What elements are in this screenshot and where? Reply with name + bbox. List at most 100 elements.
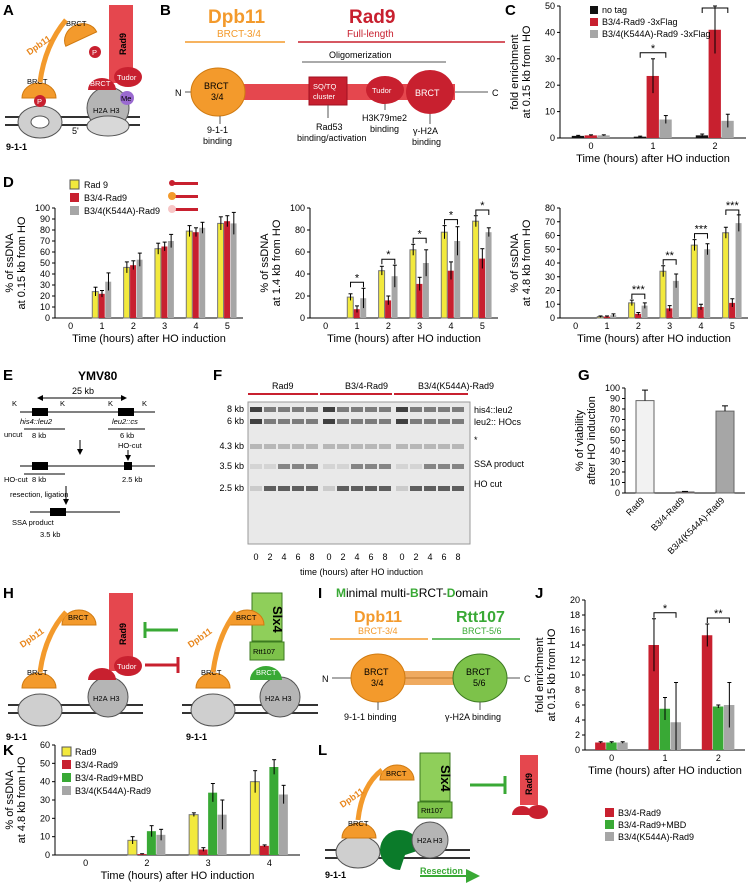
y-axis-label: at 0.15 kb from HO [546, 628, 558, 721]
y-tick-label: 40 [610, 446, 620, 456]
bar [715, 410, 735, 494]
y-tick-label: 0 [550, 133, 555, 143]
y-tick-label: 0 [575, 745, 580, 755]
gel-band [452, 486, 464, 491]
gel-band-label: his4::leu2 [474, 405, 513, 415]
b-tudor-domain [366, 76, 404, 104]
bar [675, 491, 695, 494]
legend-d: Rad 9 B3/4-Rad9 B3/4(K544A)-Rad9 [69, 179, 198, 216]
y-tick-label: 100 [605, 383, 620, 393]
gel-band [323, 464, 335, 469]
significance-bracket [350, 281, 364, 288]
y-tick-label: 10 [610, 478, 620, 488]
significance-label: * [663, 603, 668, 615]
panel-i: I Minimal multi-BRCT-Domain Dpb11 BRCT-3… [318, 585, 531, 722]
y-tick-label: 16 [570, 625, 580, 635]
gel-band [278, 419, 290, 424]
b-bind-rad53-1: Rad53 [316, 122, 343, 132]
gel-band [278, 486, 290, 491]
x-tick-label: 2 [386, 321, 391, 331]
l-rad9-icon [520, 755, 538, 805]
p-label-2: P [92, 48, 97, 57]
h-left-brct-upper-label: BRCT [68, 613, 89, 622]
gel-band [379, 419, 391, 424]
panel-letter-l: L [318, 742, 327, 759]
significance-bracket [444, 219, 458, 225]
significance-bracket [694, 233, 708, 239]
gel-band [438, 407, 450, 412]
h-rtt107-label: Rtt107 [253, 647, 275, 656]
gel-lane-label: 2 [413, 552, 418, 562]
gel-band [351, 444, 363, 449]
bar [409, 249, 417, 319]
gel-band [438, 419, 450, 424]
x-tick-label: 1 [354, 321, 359, 331]
gel-band [410, 407, 422, 412]
bar [385, 300, 392, 318]
bar [130, 265, 137, 318]
y-axis-label: fold enrichment [509, 34, 521, 109]
y-axis-label: % of viability [574, 409, 586, 471]
significance-label: * [480, 200, 485, 212]
gel-lane-label: 6 [295, 552, 300, 562]
x-tick-label: 4 [448, 321, 453, 331]
y-tick-label: 80 [40, 225, 50, 235]
sqtq-cluster-domain [308, 76, 348, 106]
dpb11-brct-lower-label: BRCT [27, 77, 48, 86]
legend-k-3: B3/4-Rad9+MBD [75, 773, 144, 783]
gel-band [452, 419, 464, 424]
significance-bracket [662, 259, 677, 265]
gel-band-label: SSA product [474, 459, 525, 469]
bar [635, 400, 655, 494]
h-right-911-icon [190, 693, 236, 727]
gel-band [250, 407, 262, 412]
significance-bracket [412, 237, 427, 244]
y-tick-label: 70 [40, 236, 50, 246]
bar [454, 241, 461, 318]
legend-j-2: B3/4-Rad9+MBD [618, 820, 687, 830]
clamp-label: 9-1-1 [6, 142, 27, 152]
gel-band [250, 464, 262, 469]
bar [156, 834, 166, 855]
panel-letter-f: F [213, 367, 222, 384]
bar [136, 259, 143, 318]
bar [105, 281, 112, 318]
h-right-rtt-brct-icon [250, 666, 282, 680]
i-brct56-label-1: BRCT [466, 667, 491, 677]
legend-k-swatch-4 [62, 786, 71, 795]
gel-band [250, 444, 262, 449]
bar [98, 293, 105, 318]
gel-band [337, 464, 349, 469]
gel-band [292, 444, 304, 449]
y-tick-label: 100 [290, 203, 305, 213]
gel-band [264, 419, 276, 424]
gel-band [396, 486, 408, 491]
gel-band [396, 407, 408, 412]
bar [672, 280, 679, 318]
gel-band [351, 464, 363, 469]
p-label-1: P [37, 97, 42, 106]
gel-band [337, 486, 349, 491]
y-tick-label: 30 [610, 457, 620, 467]
y-tick-label: 50 [40, 758, 50, 768]
y-tick-label: 80 [295, 225, 305, 235]
gel-band [379, 486, 391, 491]
h-left-911-icon [17, 693, 63, 727]
legend-c-swatch-b34 [590, 18, 598, 26]
y-tick-label: 20 [295, 291, 305, 301]
gel-band [323, 444, 335, 449]
bar [721, 120, 734, 138]
bar [595, 742, 606, 750]
h3-label: H3 [110, 106, 120, 115]
gel-lane-label: 4 [281, 552, 286, 562]
bar [199, 227, 206, 318]
l-slx4-icon [419, 752, 451, 802]
panel-letter-h: H [3, 585, 14, 602]
gel-lane-label: 0 [326, 552, 331, 562]
gel-band [438, 464, 450, 469]
y-tick-label: 50 [545, 1, 555, 11]
